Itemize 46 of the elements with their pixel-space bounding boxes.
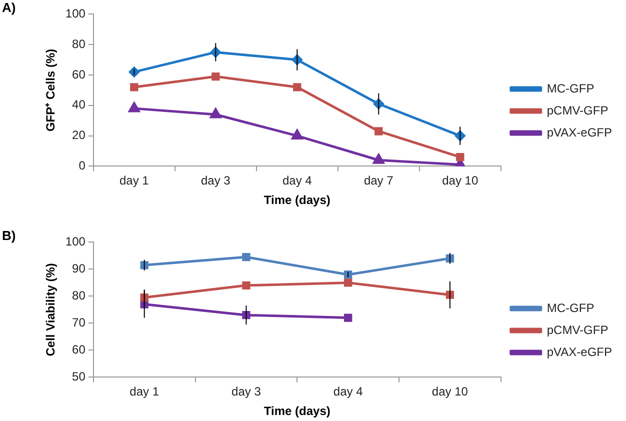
y-axis-title: Cell Viability (%) <box>44 263 58 356</box>
y-tick-label: 0 <box>78 158 86 173</box>
x-tick-label: day 7 <box>364 174 394 188</box>
y-tick-label: 80 <box>72 36 86 51</box>
x-tick-label: day 10 <box>442 174 478 188</box>
point <box>374 127 383 136</box>
y-tick-label: 100 <box>65 6 86 21</box>
point <box>344 314 352 322</box>
y-tick-label: 70 <box>72 316 86 330</box>
text: B) <box>2 228 16 243</box>
y-tick-label: 60 <box>72 67 86 82</box>
y-tick-label: 60 <box>72 342 86 357</box>
x-axis-title: Time (days) <box>264 404 330 418</box>
point <box>456 153 464 162</box>
point <box>210 108 222 118</box>
legend-label: pVAX-eGFP <box>546 125 612 140</box>
y-tick-label: 100 <box>65 234 86 249</box>
x-tick-label: day 4 <box>333 384 364 399</box>
point <box>242 252 250 262</box>
point <box>344 278 352 287</box>
point <box>293 83 302 92</box>
x-axis-title: Time (days) <box>264 193 330 208</box>
point <box>212 72 220 81</box>
point <box>292 130 303 140</box>
legend-label: MC-GFP <box>546 300 594 315</box>
y-tick-label: 40 <box>72 98 86 112</box>
x-tick-label: day 3 <box>232 384 262 399</box>
legend-label: pCMV-GFP <box>546 103 608 118</box>
legend-label: pVAX-eGFP <box>546 344 612 359</box>
x-tick-label: day 3 <box>200 174 231 188</box>
x-tick-label: day 10 <box>432 384 468 399</box>
legend-label: pCMV-GFP <box>546 322 608 337</box>
x-tick-label: day 4 <box>282 174 312 188</box>
text: A) <box>2 0 16 15</box>
point <box>128 102 140 112</box>
y-axis-title: GFP⁺ Cells (%) <box>44 48 58 132</box>
y-tick-label: 20 <box>72 128 86 142</box>
point <box>373 154 384 164</box>
x-tick-label: day 1 <box>119 174 150 188</box>
point <box>130 83 138 92</box>
y-tick-label: 50 <box>72 370 86 384</box>
y-tick-label: 90 <box>72 262 86 276</box>
x-tick-label: day 1 <box>130 384 160 399</box>
legend-label: MC-GFP <box>546 81 594 96</box>
point <box>242 281 250 290</box>
y-tick-label: 80 <box>72 288 86 303</box>
